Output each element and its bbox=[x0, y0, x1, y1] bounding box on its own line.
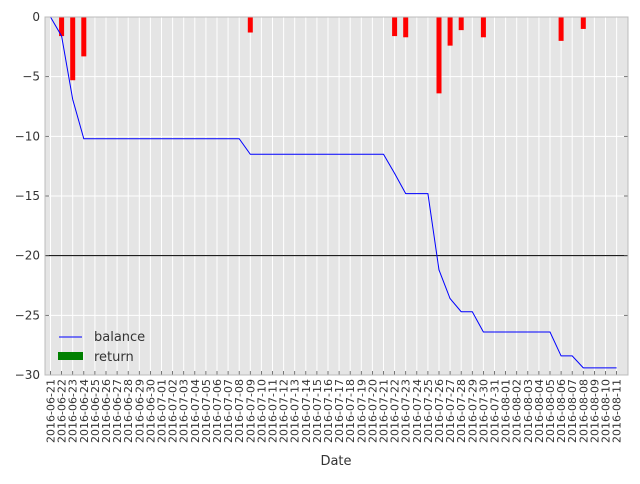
x-tick-label: 2016-07-23 bbox=[400, 379, 413, 443]
x-tick-label: 2016-08-01 bbox=[500, 379, 513, 443]
x-tick-label: 2016-06-21 bbox=[45, 379, 58, 443]
return-bar bbox=[447, 17, 453, 46]
x-tick-label: 2016-07-24 bbox=[411, 379, 424, 443]
x-tick-label: 2016-08-02 bbox=[511, 379, 524, 443]
x-tick-label: 2016-08-03 bbox=[522, 379, 535, 443]
x-tick-label: 2016-06-26 bbox=[100, 379, 113, 443]
x-tick-label: 2016-08-05 bbox=[544, 379, 557, 443]
x-tick-label: 2016-07-05 bbox=[200, 379, 213, 443]
x-tick-label: 2016-07-26 bbox=[433, 379, 446, 443]
x-tick-label: 2016-07-29 bbox=[466, 379, 479, 443]
x-tick-label: 2016-07-11 bbox=[267, 379, 280, 443]
x-axis-label: Date bbox=[320, 454, 351, 469]
plot-frame bbox=[44, 16, 629, 376]
x-tick-label: 2016-06-27 bbox=[111, 379, 124, 443]
x-tick-label: 2016-07-01 bbox=[156, 379, 169, 443]
x-tick-label: 2016-07-28 bbox=[455, 379, 468, 443]
x-tick-label: 2016-06-23 bbox=[67, 379, 80, 443]
x-tick-label: 2016-08-07 bbox=[566, 379, 579, 443]
x-tick-label: 2016-07-21 bbox=[378, 379, 391, 443]
x-tick-label: 2016-08-09 bbox=[588, 379, 601, 443]
y-tick-label: −25 bbox=[15, 308, 40, 322]
x-tick-label: 2016-06-28 bbox=[122, 379, 135, 443]
x-tick-label: 2016-07-04 bbox=[189, 379, 202, 443]
x-tick-label: 2016-07-16 bbox=[322, 379, 335, 443]
legend-return-label: return bbox=[94, 350, 134, 365]
x-tick-label: 2016-07-31 bbox=[489, 379, 502, 443]
return-bar bbox=[458, 17, 464, 31]
y-tick-label: 0 bbox=[32, 10, 40, 24]
y-tick-label: −10 bbox=[15, 129, 40, 143]
y-tick-label: −30 bbox=[15, 368, 40, 382]
return-bar bbox=[480, 17, 486, 38]
x-tick-label: 2016-08-10 bbox=[600, 379, 613, 443]
x-tick-label: 2016-07-13 bbox=[289, 379, 302, 443]
x-tick-label: 2016-06-29 bbox=[133, 379, 146, 443]
return-bar bbox=[81, 17, 87, 57]
x-tick-label: 2016-07-15 bbox=[311, 379, 324, 443]
x-tick-label: 2016-08-04 bbox=[533, 379, 546, 443]
x-tick-label: 2016-07-02 bbox=[167, 379, 180, 443]
x-tick-label: 2016-07-27 bbox=[444, 379, 457, 443]
x-tick-label: 2016-07-19 bbox=[355, 379, 368, 443]
x-tick-label: 2016-07-20 bbox=[366, 379, 379, 443]
x-tick-label: 2016-06-25 bbox=[89, 379, 102, 443]
x-tick-label: 2016-07-22 bbox=[389, 379, 402, 443]
return-bar bbox=[247, 17, 253, 33]
return-bars bbox=[59, 17, 586, 94]
y-tick-label: −20 bbox=[15, 249, 40, 263]
x-tick-label: 2016-06-22 bbox=[56, 379, 69, 443]
x-tick-label: 2016-07-12 bbox=[278, 379, 291, 443]
return-bar bbox=[580, 17, 586, 29]
x-tick-label: 2016-07-18 bbox=[344, 379, 357, 443]
return-bar bbox=[70, 17, 76, 81]
balance-line-layer bbox=[50, 16, 617, 369]
y-tick-label: −5 bbox=[22, 70, 40, 84]
x-tick-label: 2016-06-24 bbox=[78, 379, 91, 443]
x-tick-label: 2016-07-07 bbox=[222, 379, 235, 443]
x-tick-label: 2016-07-10 bbox=[255, 379, 268, 443]
grid-layer bbox=[45, 16, 628, 376]
x-tick-label: 2016-07-08 bbox=[233, 379, 246, 443]
return-bar bbox=[436, 17, 442, 94]
legend-return-swatch bbox=[58, 352, 83, 360]
x-tick-label: 2016-08-11 bbox=[611, 379, 624, 443]
x-tick-label: 2016-07-25 bbox=[422, 379, 435, 443]
x-tick-label: 2016-07-30 bbox=[477, 379, 490, 443]
x-tick-label: 2016-06-30 bbox=[144, 379, 157, 443]
x-tick-label: 2016-08-08 bbox=[577, 379, 590, 443]
tick-layer: 0−5−10−15−20−25−302016-06-212016-06-2220… bbox=[15, 10, 629, 443]
x-tick-label: 2016-07-06 bbox=[211, 379, 224, 443]
legend-balance-label: balance bbox=[94, 330, 145, 345]
return-bar bbox=[392, 17, 398, 37]
x-tick-label: 2016-07-09 bbox=[244, 379, 257, 443]
return-bar bbox=[558, 17, 564, 41]
legend: balance return bbox=[58, 330, 145, 365]
return-bar bbox=[59, 17, 65, 37]
x-tick-label: 2016-08-06 bbox=[555, 379, 568, 443]
x-tick-label: 2016-07-17 bbox=[333, 379, 346, 443]
return-bar bbox=[403, 17, 409, 38]
x-tick-label: 2016-07-14 bbox=[300, 379, 313, 443]
balance-line bbox=[50, 16, 617, 369]
y-tick-label: −15 bbox=[15, 189, 40, 203]
x-tick-label: 2016-07-03 bbox=[178, 379, 191, 443]
